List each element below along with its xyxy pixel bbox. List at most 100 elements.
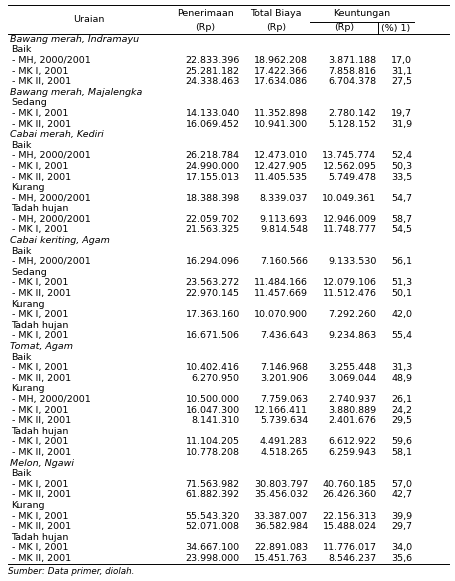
Text: Bawang merah, Indramayu: Bawang merah, Indramayu [10, 35, 139, 44]
Text: Keuntungan: Keuntungan [334, 9, 390, 18]
Text: 15.488.024: 15.488.024 [323, 522, 376, 531]
Text: 6.259.943: 6.259.943 [329, 448, 376, 457]
Text: 29,5: 29,5 [391, 416, 412, 425]
Text: 23.998.000: 23.998.000 [186, 554, 240, 563]
Text: 35.456.032: 35.456.032 [254, 490, 308, 499]
Text: 5.749.478: 5.749.478 [329, 173, 376, 181]
Text: - MK I, 2001: - MK I, 2001 [12, 543, 68, 553]
Text: (%) 1): (%) 1) [381, 23, 411, 33]
Text: 10.500.000: 10.500.000 [186, 395, 240, 404]
Text: - MK I, 2001: - MK I, 2001 [12, 331, 68, 340]
Text: Cabai merah, Kediri: Cabai merah, Kediri [10, 130, 104, 139]
Text: 71.563.982: 71.563.982 [186, 480, 240, 489]
Text: 11.512.476: 11.512.476 [323, 289, 376, 298]
Text: 10.941.300: 10.941.300 [254, 120, 308, 128]
Text: Tadah hujan: Tadah hujan [11, 533, 68, 541]
Text: 22.891.083: 22.891.083 [254, 543, 308, 553]
Text: 26.426.360: 26.426.360 [322, 490, 376, 499]
Text: 55.543.320: 55.543.320 [186, 511, 240, 521]
Text: 33,5: 33,5 [391, 173, 412, 181]
Text: 12.079.106: 12.079.106 [323, 278, 376, 288]
Text: 58,1: 58,1 [391, 448, 412, 457]
Text: (Rp): (Rp) [334, 23, 354, 33]
Text: - MK I, 2001: - MK I, 2001 [12, 437, 68, 446]
Text: 22.970.145: 22.970.145 [186, 289, 240, 298]
Text: Total Biaya: Total Biaya [250, 9, 302, 18]
Text: (Rp): (Rp) [195, 23, 215, 33]
Text: 25.281.182: 25.281.182 [186, 67, 240, 76]
Text: 7.146.968: 7.146.968 [260, 363, 308, 372]
Text: Tadah hujan: Tadah hujan [11, 321, 68, 330]
Text: 11.457.669: 11.457.669 [254, 289, 308, 298]
Text: - MH, 2000/2001: - MH, 2000/2001 [12, 257, 91, 266]
Text: 58,7: 58,7 [391, 215, 412, 224]
Text: 11.748.777: 11.748.777 [323, 225, 376, 235]
Text: 54,7: 54,7 [391, 193, 412, 203]
Text: 16.069.452: 16.069.452 [186, 120, 240, 128]
Text: 7.160.566: 7.160.566 [260, 257, 308, 266]
Text: 21.563.325: 21.563.325 [186, 225, 240, 235]
Text: 16.047.300: 16.047.300 [186, 406, 240, 415]
Text: 10.070.900: 10.070.900 [254, 310, 308, 319]
Text: 34.667.100: 34.667.100 [186, 543, 240, 553]
Text: - MK II, 2001: - MK II, 2001 [12, 374, 71, 383]
Text: 57,0: 57,0 [391, 480, 412, 489]
Text: - MK I, 2001: - MK I, 2001 [12, 67, 68, 76]
Text: 34,0: 34,0 [391, 543, 412, 553]
Text: 22.833.396: 22.833.396 [185, 56, 240, 65]
Text: - MH, 2000/2001: - MH, 2000/2001 [12, 151, 91, 160]
Text: (Rp): (Rp) [266, 23, 286, 33]
Text: 11.405.535: 11.405.535 [254, 173, 308, 181]
Text: 24.338.463: 24.338.463 [185, 77, 240, 86]
Text: 40.760.185: 40.760.185 [323, 480, 376, 489]
Text: 31,9: 31,9 [391, 120, 412, 128]
Text: 6.612.922: 6.612.922 [329, 437, 376, 446]
Text: Baik: Baik [11, 353, 31, 361]
Text: 7.436.643: 7.436.643 [260, 331, 308, 340]
Text: Sedang: Sedang [11, 98, 47, 107]
Text: 61.882.392: 61.882.392 [186, 490, 240, 499]
Text: 7.759.063: 7.759.063 [260, 395, 308, 404]
Text: 17,0: 17,0 [391, 56, 412, 65]
Text: 6.270.950: 6.270.950 [192, 374, 240, 383]
Text: - MK II, 2001: - MK II, 2001 [12, 416, 71, 425]
Text: 12.562.095: 12.562.095 [323, 162, 376, 171]
Text: 9.133.530: 9.133.530 [328, 257, 376, 266]
Text: Bawang merah, Majalengka: Bawang merah, Majalengka [10, 88, 142, 97]
Text: 11.352.898: 11.352.898 [254, 109, 308, 118]
Text: 55,4: 55,4 [391, 331, 412, 340]
Text: 29,7: 29,7 [391, 522, 412, 531]
Text: 26.218.784: 26.218.784 [186, 151, 240, 160]
Text: 13.745.774: 13.745.774 [322, 151, 376, 160]
Text: Penerimaan: Penerimaan [177, 9, 234, 18]
Text: 3.871.188: 3.871.188 [329, 56, 376, 65]
Text: - MK I, 2001: - MK I, 2001 [12, 480, 68, 489]
Text: 17.634.086: 17.634.086 [254, 77, 308, 86]
Text: - MK II, 2001: - MK II, 2001 [12, 120, 71, 128]
Text: 35,6: 35,6 [391, 554, 412, 563]
Text: 52,4: 52,4 [391, 151, 412, 160]
Text: 2.401.676: 2.401.676 [329, 416, 376, 425]
Text: 17.363.160: 17.363.160 [186, 310, 240, 319]
Text: - MK I, 2001: - MK I, 2001 [12, 363, 68, 372]
Text: Uraian: Uraian [73, 15, 104, 24]
Text: Kurang: Kurang [11, 501, 45, 510]
Text: - MK II, 2001: - MK II, 2001 [12, 522, 71, 531]
Text: - MH, 2000/2001: - MH, 2000/2001 [12, 215, 91, 224]
Text: - MK I, 2001: - MK I, 2001 [12, 406, 68, 415]
Text: - MK I, 2001: - MK I, 2001 [12, 225, 68, 235]
Text: - MK II, 2001: - MK II, 2001 [12, 289, 71, 298]
Text: 6.704.378: 6.704.378 [329, 77, 376, 86]
Text: 31,3: 31,3 [391, 363, 412, 372]
Text: Tadah hujan: Tadah hujan [11, 427, 68, 436]
Text: 9.814.548: 9.814.548 [260, 225, 308, 235]
Text: 24.990.000: 24.990.000 [186, 162, 240, 171]
Text: - MK II, 2001: - MK II, 2001 [12, 448, 71, 457]
Text: Baik: Baik [11, 45, 31, 55]
Text: 8.141.310: 8.141.310 [192, 416, 240, 425]
Text: 50,1: 50,1 [391, 289, 412, 298]
Text: Kurang: Kurang [11, 385, 45, 393]
Text: 2.780.142: 2.780.142 [329, 109, 376, 118]
Text: 24,2: 24,2 [391, 406, 412, 415]
Text: - MK I, 2001: - MK I, 2001 [12, 109, 68, 118]
